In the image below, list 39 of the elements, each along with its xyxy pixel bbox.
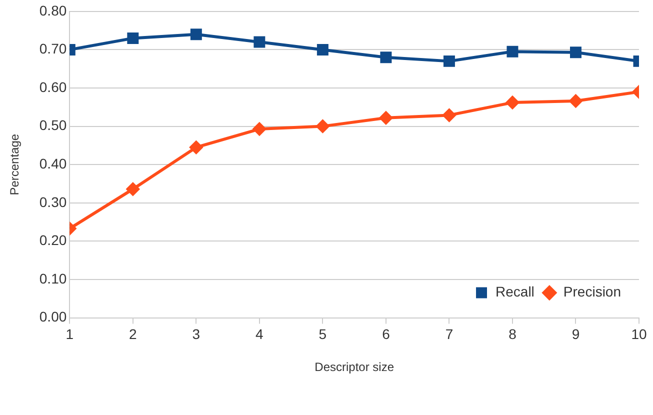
legend-label: Precision: [563, 284, 622, 300]
point: [254, 36, 266, 48]
y-tick-label: 0.80: [39, 2, 67, 18]
point: [506, 96, 519, 110]
point: [190, 28, 202, 40]
x-tick-label: 4: [256, 326, 264, 342]
point: [569, 94, 582, 108]
x-tick-label: 1: [66, 326, 74, 342]
x-axis-title: Descriptor size: [314, 360, 394, 374]
point: [506, 46, 518, 58]
legend-label: Recall: [496, 284, 534, 300]
y-tick-label: 0.40: [39, 155, 67, 172]
point: [379, 111, 392, 124]
point: [570, 46, 582, 58]
point: [316, 120, 330, 133]
x-tick-label: 10: [631, 326, 647, 342]
point: [252, 122, 266, 136]
point: [316, 44, 328, 56]
x-tick-label: 6: [382, 326, 390, 342]
point: [190, 140, 203, 154]
x-tick-label: 7: [445, 326, 454, 342]
x-tick-label: 9: [572, 326, 580, 342]
y-tick-label: 0.30: [39, 194, 67, 210]
point: [442, 108, 456, 122]
x-tick-label: 8: [508, 326, 517, 342]
y-tick-label: 0.20: [39, 232, 67, 248]
point: [126, 182, 140, 196]
point: [127, 32, 139, 44]
y-tick-label: 0.50: [39, 117, 67, 134]
point: [380, 52, 392, 64]
y-tick-label: 0.60: [39, 78, 67, 95]
y-axis-title: Percentage: [8, 134, 22, 196]
x-tick-label: 2: [129, 326, 138, 342]
point: [443, 55, 455, 67]
y-tick-label: 0.00: [39, 308, 67, 325]
x-tick-label: 3: [192, 326, 200, 342]
x-tick-label: 5: [318, 326, 327, 342]
y-tick-label: 0.10: [39, 270, 67, 286]
y-tick-label: 0.70: [39, 40, 67, 57]
